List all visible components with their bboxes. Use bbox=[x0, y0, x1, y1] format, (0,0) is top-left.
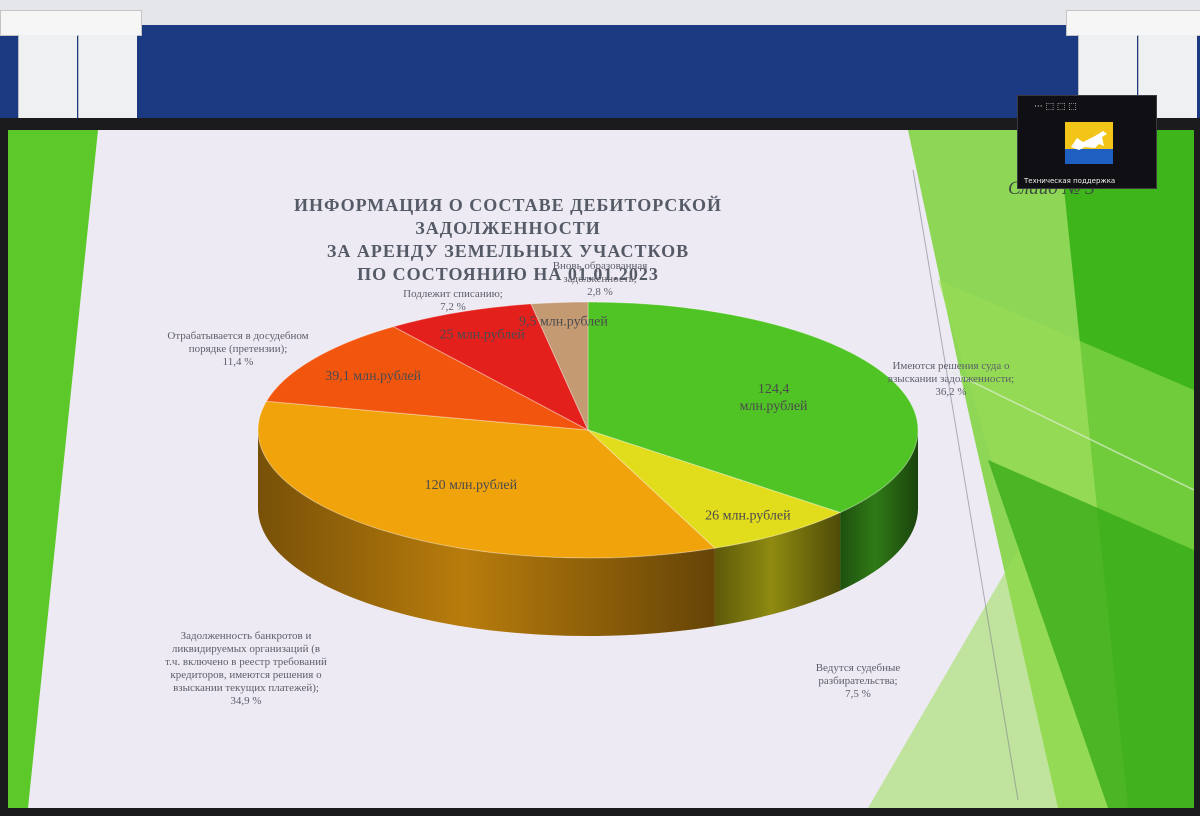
pie-category-label-line: 34,9 % bbox=[230, 695, 262, 707]
pie-category-label-line: 11,4 % bbox=[222, 356, 254, 368]
ceiling-light-left bbox=[0, 10, 142, 36]
pie-category-label-line: Отрабатывается в досудебном bbox=[167, 330, 309, 342]
pie-slice bbox=[265, 326, 589, 431]
pie-category-label-line: ликвидируемых организаций (в bbox=[171, 643, 321, 655]
pie-category-label-line: 7,5 % bbox=[845, 688, 871, 700]
pie-category-label-line: т.ч. включено в реестр требований bbox=[165, 656, 327, 668]
webcam-caption: Техническая поддержка bbox=[1024, 177, 1116, 185]
window-blind bbox=[18, 35, 77, 130]
pie-slice bbox=[587, 429, 842, 549]
slide-title: ИНФОРМАЦИЯ О СОСТАВЕ ДЕБИТОРСКОЙ ЗАДОЛЖЕ… bbox=[208, 194, 808, 286]
slide-title-line: ИНФОРМАЦИЯ О СОСТАВЕ ДЕБИТОРСКОЙ ЗАДОЛЖЕ… bbox=[293, 195, 723, 238]
pie-slice bbox=[257, 400, 716, 559]
city-crest-icon bbox=[1065, 122, 1113, 164]
presentation-slide: 124,4 млн.рублей 26 млн.рублей 120 млн.рубл… bbox=[8, 130, 1194, 808]
slide-graphics: 124,4 млн.рублей 26 млн.рублей 120 млн.рубл… bbox=[8, 130, 1194, 808]
pie-category-label: Отрабатывается в досудебном порядке (прет… bbox=[158, 330, 318, 369]
webcam-toolbar[interactable]: ··· ⬚ ⬚ ⬚ bbox=[1034, 102, 1077, 112]
pie-category-label-line: 2,8 % bbox=[587, 286, 613, 298]
window-blind bbox=[78, 35, 137, 130]
pie-category-label-line: Задолженность банкротов и bbox=[180, 630, 312, 642]
pie-category-label: Задолженность банкротов и ликвидируемых о… bbox=[146, 630, 346, 708]
pie-category-label-line: разбирательства; bbox=[818, 675, 898, 687]
pie-value-label: 25 млн.рублей bbox=[439, 327, 525, 342]
slide-title-line: ЗА АРЕНДУ ЗЕМЕЛЬНЫХ УЧАСТКОВ bbox=[326, 241, 690, 261]
back-wall bbox=[0, 25, 1200, 135]
pie-category-label: Подлежит списанию; 7,2 % bbox=[378, 288, 528, 314]
slide-title-line: ПО СОСТОЯНИЮ НА 01.01.2023 bbox=[357, 264, 659, 284]
pie-category-label-line: Вновь образованная bbox=[552, 260, 648, 272]
pie-value-label: 9,5 млн.рублей bbox=[519, 314, 608, 329]
pie-value-label: 124,4 bbox=[758, 382, 790, 397]
ceiling-light-right bbox=[1066, 10, 1200, 36]
pie-slice bbox=[587, 301, 919, 514]
pie-side-shade bbox=[840, 430, 918, 591]
pie-value-label: 26 млн.рублей bbox=[705, 509, 791, 524]
pie-slice bbox=[530, 301, 589, 431]
theme-shape-right-deep bbox=[988, 460, 1194, 808]
pie-category-label-line: 36,2 % bbox=[935, 386, 967, 398]
pie-category-label-line: взыскании задолженности; bbox=[887, 373, 1015, 385]
pie-category-label: Ведутся судебные разбирательства; 7,5 % bbox=[798, 662, 918, 701]
theme-line bbox=[947, 369, 1194, 491]
pie-category-label: Имеются решения суда о взыскании задолжен… bbox=[866, 360, 1036, 399]
pie-category-label-line: Подлежит списанию; bbox=[403, 288, 503, 300]
pie-category-label-line: кредиторов, имеются решения о bbox=[170, 669, 322, 681]
theme-stripe-left bbox=[8, 130, 98, 808]
pie-category-label: Вновь образованная задолженность; 2,8 % bbox=[530, 260, 670, 299]
pie-slice bbox=[392, 303, 590, 432]
pie-value-label: млн.рублей bbox=[740, 399, 808, 414]
pie-category-label-line: порядке (претензии); bbox=[188, 343, 288, 355]
pie-side-shade bbox=[714, 512, 841, 627]
theme-line bbox=[912, 169, 1019, 801]
pie-value-label: 120 млн.рублей bbox=[425, 478, 518, 493]
pie-value-label: 39,1 млн.рублей bbox=[325, 369, 421, 384]
pie-category-label-line: задолженность; bbox=[563, 273, 637, 285]
pie-category-label-line: взыскании текущих платежей); bbox=[173, 682, 319, 694]
pie-category-label-line: 7,2 % bbox=[440, 301, 466, 313]
pie-category-label-line: Ведутся судебные bbox=[815, 662, 901, 674]
pie-category-label-line: Имеются решения суда о bbox=[892, 360, 1010, 372]
pie-side-shade bbox=[258, 430, 715, 636]
webcam-overlay[interactable]: ··· ⬚ ⬚ ⬚ Техническая поддержка bbox=[1017, 95, 1157, 189]
